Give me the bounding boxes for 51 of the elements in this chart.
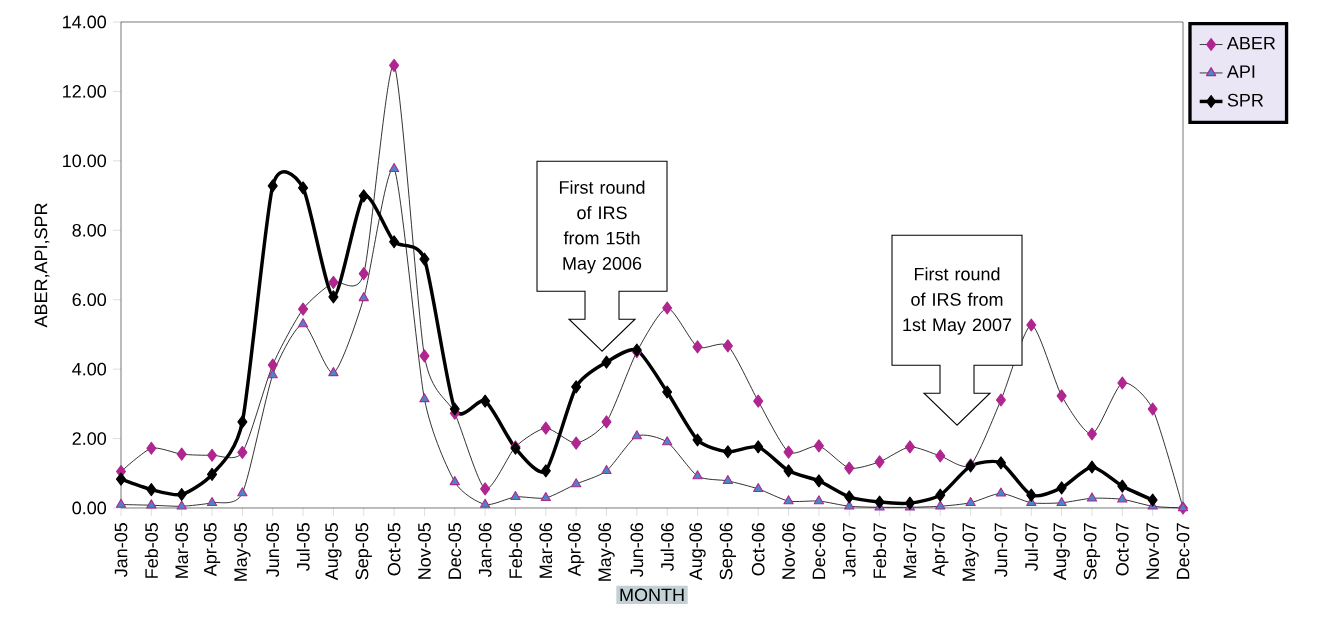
legend-label: ABER (1226, 36, 1276, 50)
x-tick-label: Jul-06 (660, 523, 674, 571)
x-tick-label: Apr-06 (568, 523, 585, 577)
x-axis-title: MONTH (620, 588, 684, 602)
y-tick-label: 6.00 (72, 293, 107, 307)
annotation: First round of IRS from 1st May 2007 (903, 267, 1012, 335)
x-tick-label: Oct-06 (751, 523, 765, 576)
x-tick-label: Nov-05 (418, 523, 431, 579)
legend-label: SPR (1227, 93, 1264, 107)
x-tick-label: May-07 (962, 523, 979, 581)
y-tick-label: 8.00 (72, 223, 107, 237)
x-tick-label: Oct-05 (387, 523, 401, 576)
x-tick-label: Apr-07 (932, 523, 949, 577)
x-tick-label: Nov-07 (1146, 523, 1160, 579)
x-tick-label: Sep-07 (1083, 523, 1101, 580)
x-tick-label: Apr-05 (203, 523, 221, 577)
y-tick-label: 4.00 (72, 362, 107, 376)
x-tick-label: Jun-05 (266, 523, 280, 578)
y-tick-label: 0.00 (72, 501, 107, 515)
x-tick-label: Aug-07 (1053, 523, 1070, 581)
legend-label: API (1226, 65, 1255, 78)
x-tick-label: Dec-05 (448, 523, 462, 579)
y-tick-label: 12.00 (63, 85, 107, 98)
annotation: First round of IRS from 15th May 2006 (559, 180, 645, 274)
x-tick-label: Jan-05 (114, 523, 128, 578)
x-tick-label: Feb-07 (872, 523, 887, 578)
x-tick-label: Jun-06 (630, 523, 644, 578)
x-tick-label: Dec-07 (1176, 523, 1190, 579)
x-tick-label: Mar-05 (175, 523, 189, 578)
y-tick-label: 14.00 (63, 15, 107, 29)
x-tick-label: Oct-07 (1115, 523, 1129, 576)
x-tick-label: May-05 (234, 523, 251, 581)
x-tick-label: Jan-06 (478, 523, 492, 578)
x-tick-label: Feb-06 (508, 523, 523, 578)
x-tick-label: Sep-05 (355, 523, 372, 580)
x-tick-label: Nov-06 (782, 523, 795, 579)
x-tick-label: Jun-07 (994, 523, 1008, 578)
y-axis-title: ABER,API,SPR (34, 203, 50, 328)
x-tick-label: Jan-07 (842, 523, 856, 578)
x-tick-label: Aug-05 (325, 523, 342, 581)
x-tick-label: Dec-06 (812, 523, 826, 579)
y-tick-label: 2.00 (72, 432, 107, 445)
x-tick-label: Feb-05 (144, 523, 158, 578)
y-tick-label: 10.00 (63, 154, 107, 168)
x-tick-label: Jul-05 (296, 523, 310, 571)
x-tick-label: May-06 (598, 523, 615, 581)
x-tick-label: Mar-07 (903, 523, 917, 578)
x-tick-label: Sep-06 (719, 523, 737, 580)
x-tick-label: Jul-07 (1024, 523, 1038, 571)
x-tick-label: Aug-06 (689, 523, 706, 581)
x-tick-label: Mar-06 (539, 523, 553, 578)
